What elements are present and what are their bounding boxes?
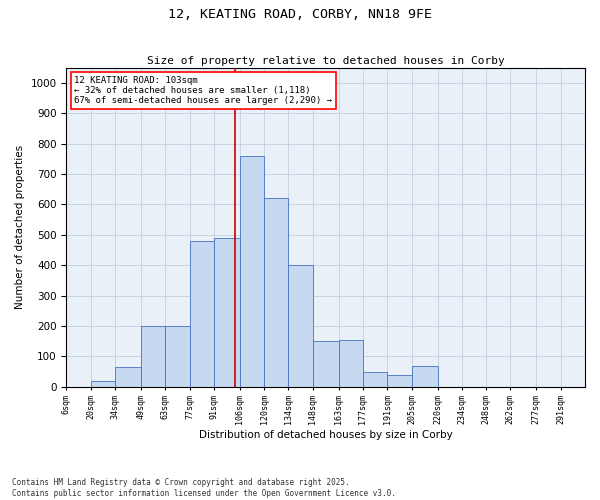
Bar: [115, 367, 141, 387]
Bar: [165, 326, 190, 387]
Bar: [412, 366, 437, 387]
Bar: [313, 341, 339, 387]
Text: Contains HM Land Registry data © Crown copyright and database right 2025.
Contai: Contains HM Land Registry data © Crown c…: [12, 478, 396, 498]
Text: 12 KEATING ROAD: 103sqm
← 32% of detached houses are smaller (1,118)
67% of semi: 12 KEATING ROAD: 103sqm ← 32% of detache…: [74, 76, 332, 106]
Bar: [264, 198, 289, 387]
Bar: [339, 340, 363, 387]
X-axis label: Distribution of detached houses by size in Corby: Distribution of detached houses by size …: [199, 430, 452, 440]
Title: Size of property relative to detached houses in Corby: Size of property relative to detached ho…: [147, 56, 505, 66]
Bar: [240, 156, 264, 387]
Bar: [289, 265, 313, 387]
Bar: [190, 241, 214, 387]
Bar: [141, 326, 165, 387]
Bar: [91, 380, 115, 387]
Bar: [214, 238, 240, 387]
Bar: [363, 372, 387, 387]
Y-axis label: Number of detached properties: Number of detached properties: [15, 145, 25, 310]
Bar: [387, 374, 412, 387]
Text: 12, KEATING ROAD, CORBY, NN18 9FE: 12, KEATING ROAD, CORBY, NN18 9FE: [168, 8, 432, 20]
